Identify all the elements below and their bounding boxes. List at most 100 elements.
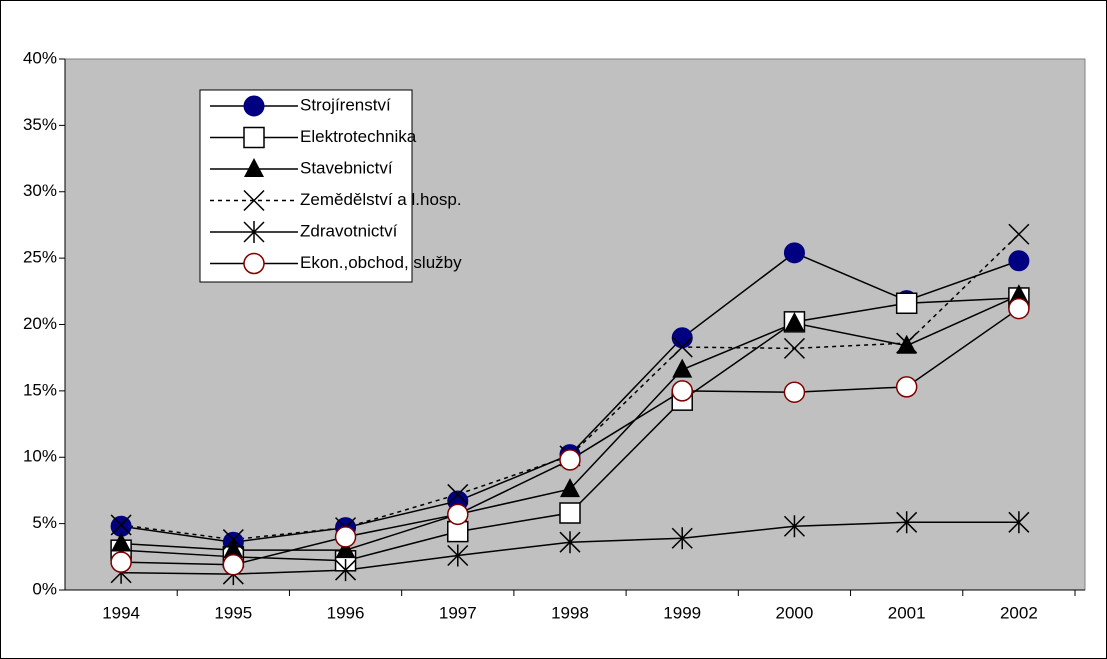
marker-shape xyxy=(559,502,581,524)
marker-shape xyxy=(671,527,693,550)
data-point xyxy=(559,502,581,524)
x-tick-label: 2002 xyxy=(1000,603,1038,622)
marker-shape xyxy=(243,126,265,149)
marker-shape xyxy=(111,532,132,552)
marker-shape xyxy=(784,312,805,332)
y-tick-label: 0% xyxy=(32,579,57,598)
x-tick-label: 1999 xyxy=(663,603,701,622)
marker-shape xyxy=(783,242,805,264)
marker-shape xyxy=(243,221,265,243)
marker-shape xyxy=(559,449,581,471)
data-point xyxy=(896,511,918,534)
x-tick-label: 2001 xyxy=(888,603,926,622)
legend-marker xyxy=(243,189,265,212)
legend-marker xyxy=(243,126,265,149)
marker-shape xyxy=(1008,511,1030,534)
marker-shape xyxy=(672,358,693,378)
data-point xyxy=(111,532,132,552)
data-point xyxy=(895,292,918,315)
marker-shape xyxy=(222,529,244,551)
data-point xyxy=(110,551,132,573)
marker-shape xyxy=(783,515,805,538)
marker-shape xyxy=(447,483,469,505)
data-point xyxy=(447,544,469,567)
x-tick-label: 1997 xyxy=(439,603,477,622)
marker-shape xyxy=(1008,297,1030,320)
x-tick-label: 1994 xyxy=(102,603,140,622)
y-tick-label: 35% xyxy=(23,115,57,134)
data-point xyxy=(222,529,244,551)
data-point xyxy=(222,554,245,576)
legend-marker xyxy=(244,158,264,177)
marker-shape xyxy=(783,381,806,403)
data-point xyxy=(1008,297,1030,320)
legend-label: Elektrotechnika xyxy=(300,127,417,146)
marker-shape xyxy=(110,551,132,573)
data-point xyxy=(784,312,805,332)
data-point xyxy=(671,336,693,358)
data-point xyxy=(783,381,806,403)
marker-shape xyxy=(335,539,356,559)
marker-shape xyxy=(223,539,244,559)
data-point xyxy=(671,327,693,349)
marker-shape xyxy=(222,554,245,576)
legend-label: Stavebnictví xyxy=(300,158,393,177)
data-point xyxy=(671,527,693,550)
marker-shape xyxy=(671,327,693,349)
data-point xyxy=(783,337,805,359)
marker-shape xyxy=(895,376,918,398)
marker-shape xyxy=(895,292,918,315)
data-point xyxy=(1008,250,1030,272)
marker-shape xyxy=(447,503,469,526)
marker-shape xyxy=(559,531,581,554)
y-tick-label: 25% xyxy=(23,248,57,267)
legend-label: Zdravotnictví xyxy=(300,221,398,240)
data-point xyxy=(1008,284,1029,304)
data-point xyxy=(1008,223,1030,245)
marker-shape xyxy=(671,336,693,358)
x-tick-label: 1996 xyxy=(327,603,365,622)
marker-shape xyxy=(783,337,805,359)
marker-shape xyxy=(1008,250,1030,272)
marker-shape xyxy=(1008,223,1030,245)
data-point xyxy=(334,526,357,548)
marker-shape xyxy=(243,189,265,212)
marker-shape xyxy=(243,252,265,275)
legend xyxy=(199,89,413,283)
data-point xyxy=(335,539,356,559)
data-point xyxy=(895,376,918,398)
marker-shape xyxy=(896,511,918,534)
y-tick-label: 5% xyxy=(32,513,57,532)
legend-label: Zemědělství a l.hosp. xyxy=(300,190,462,209)
marker-shape xyxy=(110,514,132,536)
x-tick-label: 1998 xyxy=(551,603,589,622)
y-tick-label: 30% xyxy=(23,181,57,200)
data-point xyxy=(783,242,805,264)
y-tick-label: 40% xyxy=(23,48,57,67)
legend-label: Ekon.,obchod, služby xyxy=(300,253,462,272)
data-point xyxy=(559,531,581,554)
marker-shape xyxy=(896,332,918,354)
data-point xyxy=(896,332,918,354)
data-point xyxy=(1008,511,1030,534)
x-tick-label: 1995 xyxy=(214,603,252,622)
legend-marker xyxy=(243,252,265,275)
marker-shape xyxy=(560,478,580,498)
data-point xyxy=(672,358,693,378)
marker-shape xyxy=(447,544,469,567)
y-tick-label: 15% xyxy=(23,380,57,399)
data-point xyxy=(335,559,357,582)
data-point xyxy=(783,515,805,538)
marker-shape xyxy=(243,95,265,117)
y-tick-label: 20% xyxy=(23,314,57,333)
data-point xyxy=(447,483,469,505)
x-tick-label: 2000 xyxy=(776,603,814,622)
marker-shape xyxy=(671,380,693,402)
legend-marker xyxy=(243,221,265,243)
data-point xyxy=(671,380,693,402)
marker-shape xyxy=(335,559,357,582)
data-point xyxy=(447,503,469,526)
marker-shape xyxy=(1008,284,1029,304)
data-point xyxy=(560,478,580,498)
